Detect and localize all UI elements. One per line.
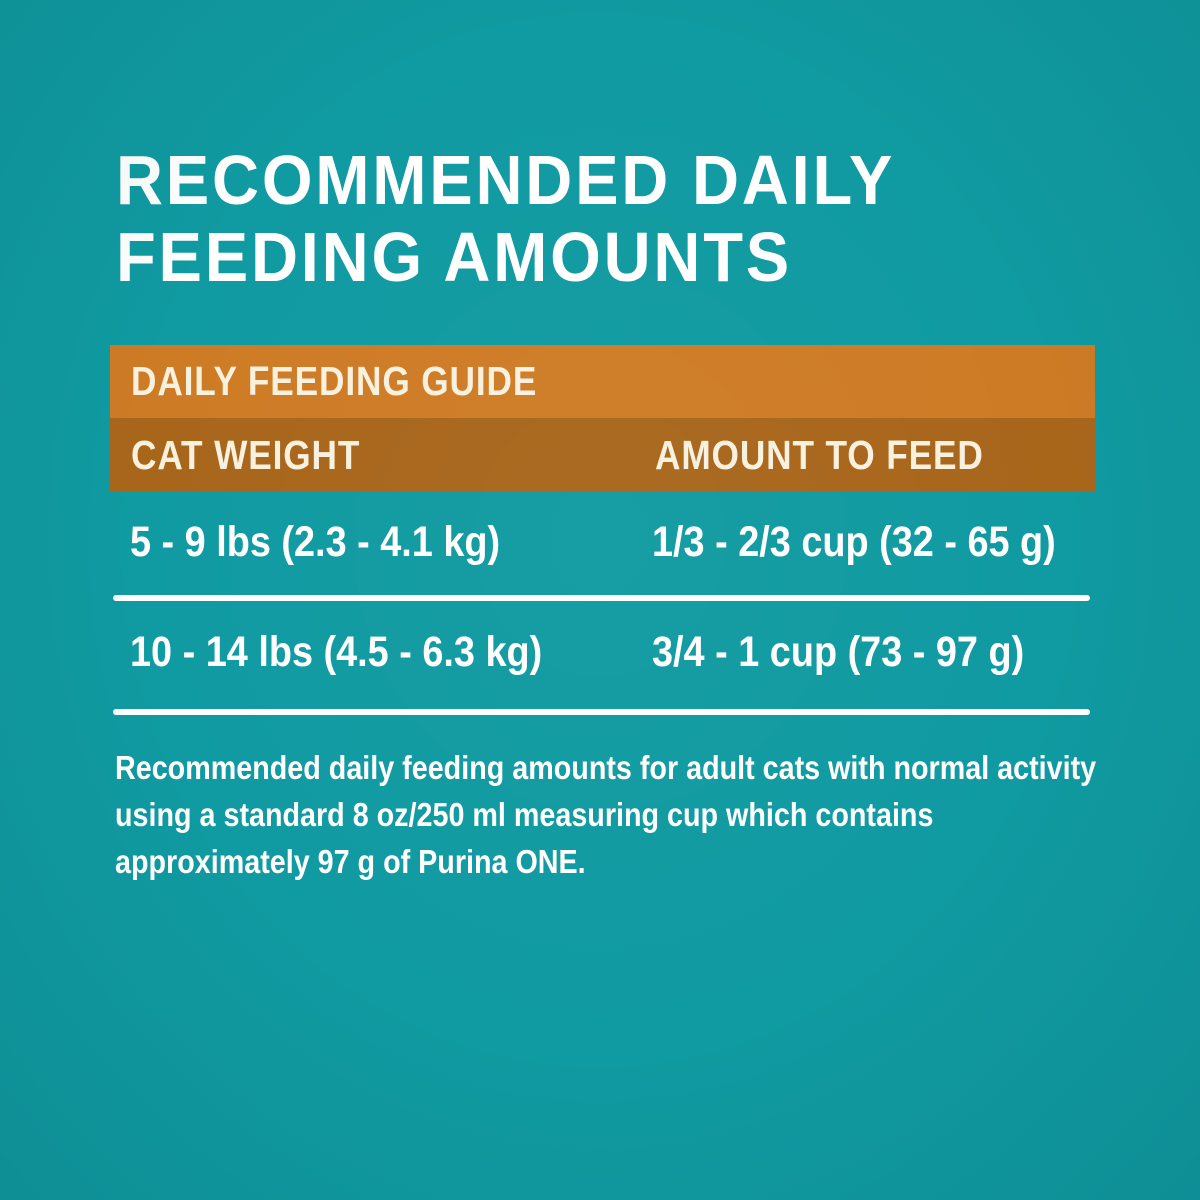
amount-to-feed-value-1: 1/3 - 2/3 cup (32 - 65 g) — [652, 518, 1056, 566]
footnote-line-1: Recommended daily feeding amounts for ad… — [115, 749, 1097, 786]
row-divider-1 — [113, 595, 1090, 601]
footnote-line-2: using a standard 8 oz/250 ml measuring c… — [115, 796, 934, 833]
column-header-cat-weight: CAT WEIGHT — [131, 431, 361, 478]
cat-weight-value-1: 5 - 9 lbs (2.3 - 4.1 kg) — [130, 518, 501, 566]
title-line-2: FEEDING AMOUNTS — [116, 218, 792, 296]
table-title-band: DAILY FEEDING GUIDE — [110, 345, 1095, 418]
amount-to-feed-value-2: 3/4 - 1 cup (73 - 97 g) — [652, 628, 1025, 676]
table-title: DAILY FEEDING GUIDE — [131, 358, 538, 404]
row-divider-2 — [113, 709, 1090, 715]
page-title: RECOMMENDED DAILY FEEDING AMOUNTS — [116, 142, 895, 296]
footnote: Recommended daily feeding amounts for ad… — [115, 744, 1200, 885]
cat-weight-value-2: 10 - 14 lbs (4.5 - 6.3 kg) — [130, 628, 543, 676]
title-line-1: RECOMMENDED DAILY — [116, 141, 896, 219]
table-header-band: CAT WEIGHT AMOUNT TO FEED — [110, 418, 1095, 492]
column-header-amount-to-feed: AMOUNT TO FEED — [655, 431, 984, 478]
footnote-line-3: approximately 97 g of Purina ONE. — [115, 843, 586, 880]
